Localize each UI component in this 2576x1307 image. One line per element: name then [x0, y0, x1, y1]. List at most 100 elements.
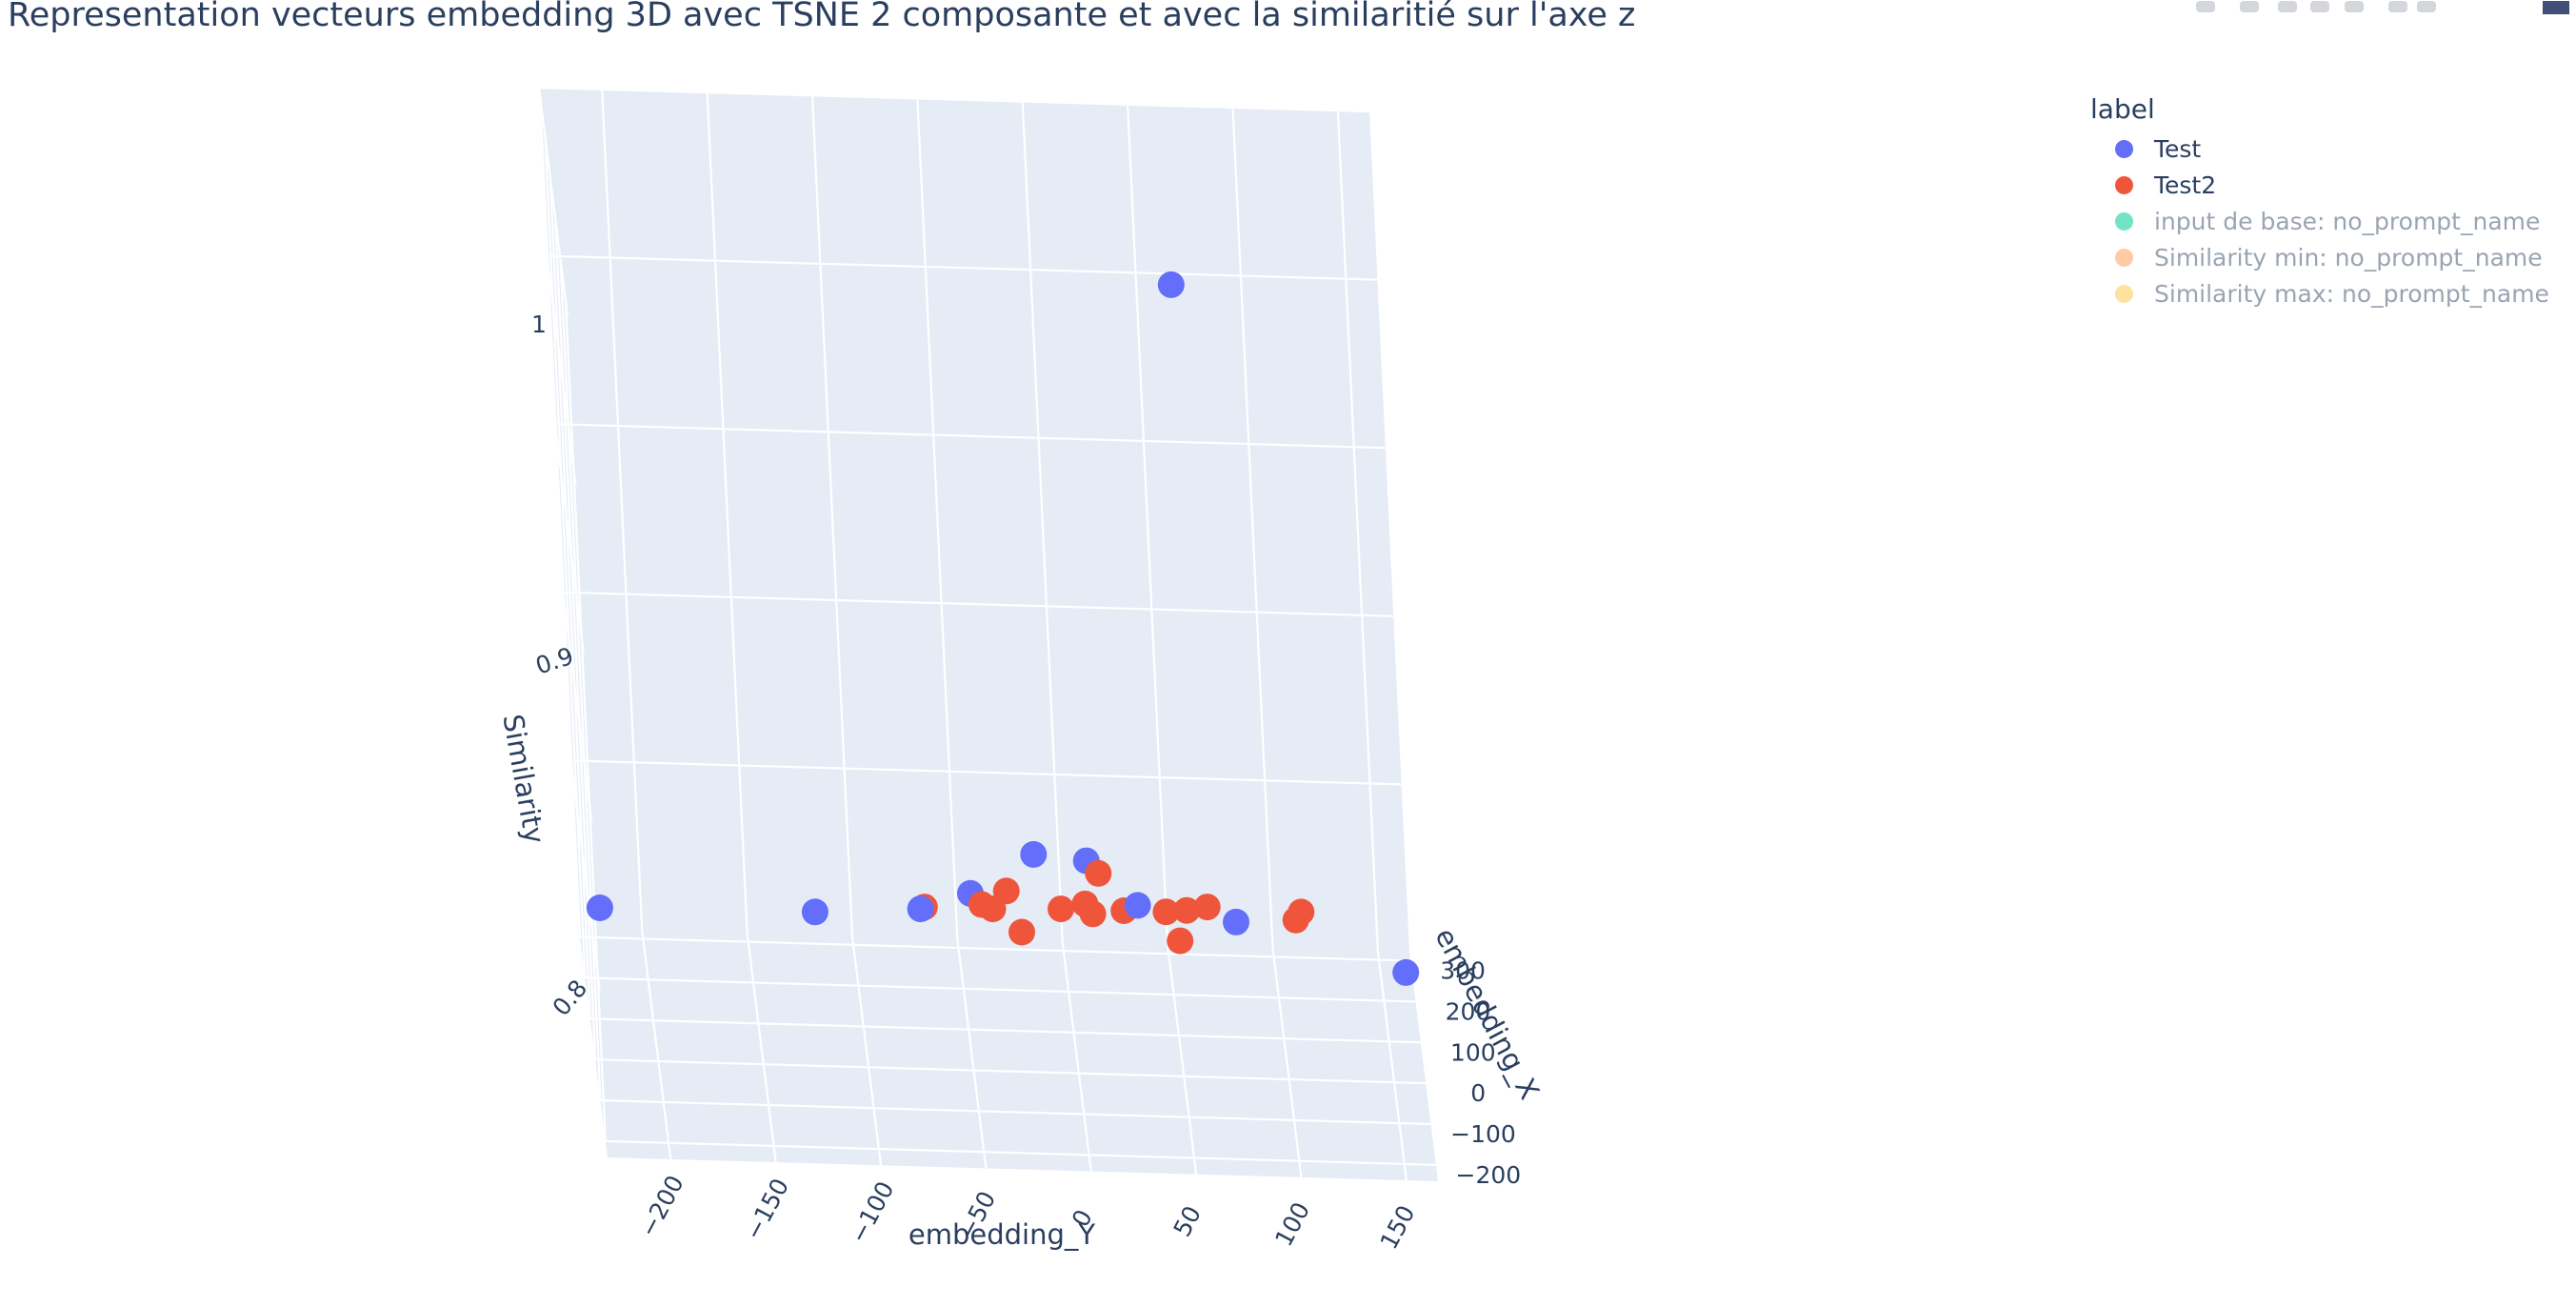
y-tick-label: 200	[1446, 997, 1491, 1025]
legend-marker-icon	[2115, 284, 2133, 303]
y-gridline	[544, 136, 587, 978]
data-point-test2[interactable]	[1193, 894, 1221, 921]
x-tick-label: −200	[634, 1171, 689, 1241]
data-point-test[interactable]	[1157, 271, 1185, 298]
legend-marker-icon	[2115, 139, 2133, 158]
x-gridline	[1336, 110, 1379, 953]
chart-title: Representation vecteurs embedding 3D ave…	[8, 0, 1636, 34]
data-point-test2[interactable]	[1008, 918, 1035, 946]
x-gridline	[810, 95, 854, 937]
camera-view-icon[interactable]	[2411, 0, 2442, 13]
legend-title: label	[2090, 93, 2155, 125]
y-gridline	[605, 1139, 1436, 1166]
y-gridline	[589, 1017, 1421, 1044]
scene-gridlines	[537, 86, 1436, 1181]
legend-item[interactable]: Similarity min: no_prompt_name	[2090, 239, 2549, 275]
data-point-test[interactable]	[1223, 908, 1249, 935]
data-point-test2[interactable]	[1152, 898, 1180, 926]
x-gridline	[1167, 945, 1198, 1175]
y-gridline	[585, 976, 1416, 1003]
data-point-test2[interactable]	[1173, 896, 1201, 924]
legend-item[interactable]: Test	[2090, 131, 2549, 167]
x-gridline	[706, 92, 749, 935]
data-points[interactable]	[586, 271, 1420, 986]
x-tick-label: −100	[845, 1176, 900, 1247]
x-gridline	[1271, 948, 1303, 1178]
z-gridline	[546, 255, 577, 485]
data-point-test2[interactable]	[1085, 859, 1112, 887]
y-tick-label: 100	[1450, 1038, 1496, 1066]
x-tick-label: 150	[1375, 1200, 1421, 1254]
plotly-logo-icon[interactable]	[2541, 0, 2571, 14]
y-gridline	[564, 299, 607, 1141]
legend-item-label: Test	[2154, 134, 2202, 163]
z-gridline	[569, 760, 601, 990]
data-point-test2[interactable]	[1282, 906, 1309, 934]
x-tick-label: −150	[739, 1174, 794, 1244]
legend-item-label: Test2	[2154, 171, 2217, 199]
y-tick-label: −200	[1456, 1161, 1522, 1189]
legend-marker-icon	[2115, 175, 2133, 194]
data-point-test[interactable]	[1392, 958, 1420, 986]
z-tick-label: 1	[531, 311, 547, 338]
x-gridline	[1127, 104, 1169, 946]
y-gridline	[549, 177, 591, 1019]
z-gridline	[562, 592, 593, 821]
z-gridline	[553, 424, 585, 654]
x-gridline	[1231, 107, 1274, 949]
z-gridline	[570, 759, 1402, 786]
legend-item[interactable]: Similarity max: no_prompt_name	[2090, 275, 2549, 312]
x-gridline	[1021, 101, 1064, 943]
camera-icon[interactable]	[2190, 0, 2221, 13]
data-point-test2[interactable]	[1048, 895, 1074, 923]
z-gridline	[538, 86, 1370, 113]
zoom-icon[interactable]	[2234, 0, 2265, 13]
data-point-test2[interactable]	[1167, 927, 1194, 955]
legend-items: Test Test2 input de base: no_prompt_name Si…	[2090, 131, 2549, 312]
z-gridline	[547, 254, 1378, 281]
data-point-test[interactable]	[907, 895, 934, 923]
legend-marker-icon	[2115, 211, 2133, 231]
x-axis-title: embedding_Y	[909, 1218, 1096, 1251]
x-gridline	[956, 939, 988, 1169]
pan-icon[interactable]	[2272, 0, 2303, 13]
y-gridline	[595, 1058, 1427, 1085]
y-gridline	[559, 258, 602, 1101]
legend-item[interactable]: Test2	[2090, 167, 2549, 203]
legend-item-label: Similarity min: no_prompt_name	[2154, 243, 2543, 271]
y-tick-label: 300	[1440, 957, 1486, 985]
x-gridline	[850, 936, 883, 1166]
data-point-test[interactable]	[586, 895, 613, 921]
legend-marker-icon	[2115, 248, 2133, 267]
data-point-test[interactable]	[801, 898, 829, 926]
legend-item-label: Similarity max: no_prompt_name	[2154, 279, 2549, 308]
orbit-icon[interactable]	[2305, 0, 2335, 13]
legend: label Test Test2 input de base: no_prompt_…	[2090, 93, 2549, 312]
data-point-test2[interactable]	[1071, 890, 1099, 917]
z-gridline	[537, 87, 569, 317]
z-gridline	[563, 591, 1394, 617]
home-icon[interactable]	[2383, 0, 2413, 13]
turntable-icon[interactable]	[2339, 0, 2369, 13]
legend-item[interactable]: input de base: no_prompt_name	[2090, 203, 2549, 239]
scene-panes	[539, 88, 1438, 1181]
y-tick-label: −100	[1450, 1120, 1516, 1148]
z-axis-title: Similarity	[496, 712, 550, 846]
x-gridline	[1061, 942, 1092, 1172]
x-tick-label: 50	[1168, 1201, 1208, 1241]
y-tick-label: 0	[1470, 1079, 1486, 1107]
x-tick-label: 100	[1269, 1197, 1315, 1251]
back-wall-pane	[539, 88, 1409, 953]
data-point-test2[interactable]	[979, 895, 1007, 923]
x-gridline	[641, 930, 672, 1160]
x-gridline	[1376, 951, 1408, 1181]
x-gridline	[746, 933, 777, 1163]
z-gridline	[554, 423, 1386, 450]
data-point-test[interactable]	[1124, 892, 1151, 919]
y-gridline	[538, 95, 582, 937]
y-gridline	[554, 218, 597, 1060]
y-gridline	[600, 1098, 1431, 1126]
modebar[interactable]	[2162, 0, 2576, 15]
data-point-test[interactable]	[1020, 840, 1048, 868]
